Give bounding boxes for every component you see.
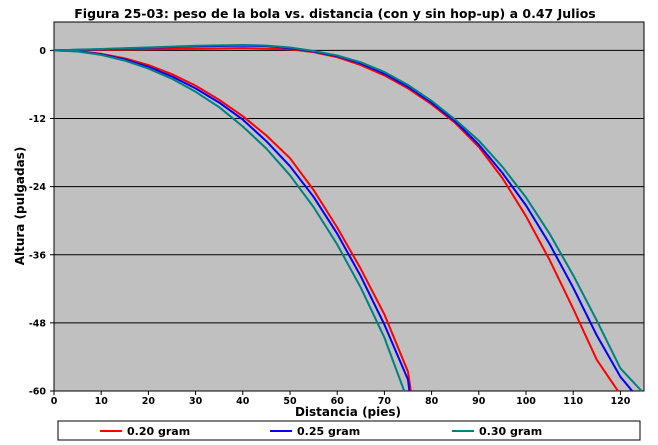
x-tick-label: 90 — [472, 396, 486, 407]
y-tick-label: -60 — [29, 387, 47, 398]
x-tick-label: 110 — [563, 396, 583, 407]
series-line-1-2 — [53, 47, 619, 392]
legend: 0.20 gram 0.25 gram 0.30 gram — [100, 425, 542, 438]
series-line-3-2 — [53, 44, 643, 392]
y-tick-label: -24 — [29, 182, 47, 193]
legend-entry-3: 0.30 gram — [479, 425, 542, 438]
x-tick-label: 50 — [283, 396, 297, 407]
chart-title: Figura 25-03: peso de la bola vs. distan… — [74, 6, 595, 21]
legend-entry-1: 0.20 gram — [127, 425, 190, 438]
legend-box — [57, 420, 641, 441]
plot-area — [53, 21, 645, 392]
x-tick-label: 40 — [236, 396, 250, 407]
x-tick-label: 30 — [189, 396, 203, 407]
x-tick-label: 10 — [95, 396, 109, 407]
legend-entry-2: 0.25 gram — [297, 425, 360, 438]
x-tick-label: 70 — [378, 396, 392, 407]
x-tick-label: 0 — [51, 396, 58, 407]
y-axis: 0 -12 -24 -36 -48 -60 — [29, 46, 54, 398]
x-tick-label: 80 — [425, 396, 439, 407]
y-axis-title: Altura (pulgadas) — [13, 147, 27, 266]
series-line-3-1 — [53, 49, 406, 392]
x-tick-label: 20 — [142, 396, 156, 407]
series-lines — [53, 44, 643, 392]
x-axis-title: Distancia (pies) — [295, 405, 401, 419]
x-tick-label: 120 — [610, 396, 630, 407]
x-tick-label: 100 — [516, 396, 536, 407]
x-tick-label: 60 — [331, 396, 345, 407]
x-axis: 0 10 20 30 40 50 60 70 80 90 100 110 120 — [51, 391, 631, 407]
y-tick-label: -12 — [29, 114, 46, 125]
y-tick-label: -48 — [29, 318, 47, 329]
gridlines — [54, 49, 644, 324]
y-tick-label: -36 — [29, 250, 47, 261]
y-tick-label: 0 — [39, 46, 46, 57]
